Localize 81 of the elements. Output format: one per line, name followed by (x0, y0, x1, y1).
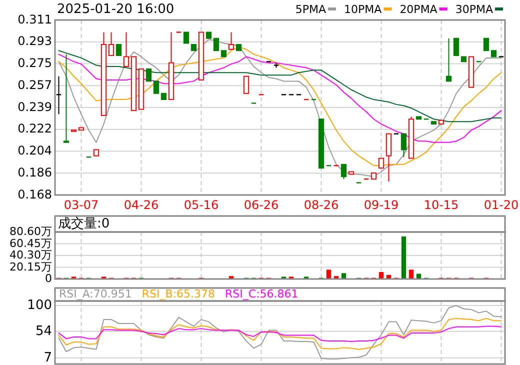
candlestick (460, 56, 467, 62)
candlestick (400, 133, 407, 158)
candlestick (168, 32, 174, 100)
y-tick-label: 0.186 (18, 165, 52, 180)
candlestick (93, 149, 100, 156)
bar (341, 273, 346, 279)
bar (326, 270, 332, 279)
x-tick-label: 01-20 (484, 198, 519, 212)
bar (401, 236, 406, 279)
x-tick-label: 08-26 (304, 198, 339, 212)
y-tick-label: 0.257 (18, 78, 52, 92)
x-tick-label: 03-07 (64, 198, 99, 212)
candlestick (243, 76, 250, 94)
legend-label: 10PMA (344, 3, 382, 16)
candlestick (78, 127, 84, 131)
y-tick-label: 0.311 (18, 12, 52, 26)
chart-title: 成交量:0 (58, 216, 110, 232)
x-tick-label: 09-19 (364, 198, 399, 212)
candlestick (116, 44, 122, 56)
candlestick (453, 38, 460, 56)
candlestick (236, 44, 242, 52)
text: RSI_C:56.861 (225, 288, 298, 301)
candlestick (348, 171, 354, 175)
candlestick (183, 32, 190, 44)
line-series (58, 318, 502, 350)
y-tick-label: 20.15万 (10, 260, 52, 274)
y-tick-label: 80.60万 (10, 225, 52, 238)
x-tick-label: 04-26 (124, 198, 159, 212)
candlestick (468, 56, 474, 88)
y-tick-label: 0.204 (18, 144, 52, 158)
candlestick (108, 32, 114, 56)
candlestick (160, 92, 167, 100)
legend-label: 20PMA (400, 3, 438, 16)
candlestick (130, 56, 137, 112)
candlestick (416, 116, 422, 120)
candlestick (153, 80, 160, 94)
candlestick (63, 54, 70, 143)
x-tick-label: 06-26 (244, 198, 279, 212)
candlestick (220, 50, 227, 58)
chart-title: 2025-01-20 16:00 (57, 2, 174, 17)
y-tick-label: 40.30万 (10, 248, 52, 262)
bar (378, 272, 384, 279)
candlestick (190, 44, 197, 52)
candlestick (138, 68, 144, 110)
y-tick-label: 0.293 (18, 34, 52, 48)
candlestick (446, 38, 452, 82)
candlestick (318, 118, 324, 169)
y-tick-label: 100 (27, 298, 52, 314)
legend-label: 30PMA (455, 3, 494, 16)
y-tick-label: 0.168 (18, 187, 52, 202)
candlestick (438, 120, 444, 125)
bar (408, 270, 414, 279)
candlestick (100, 32, 107, 116)
candlestick (56, 76, 62, 115)
text: RSI_B:65.378 (142, 288, 216, 301)
candlestick (370, 172, 377, 180)
line-series (58, 326, 502, 342)
y-tick-label: 60.45万 (10, 236, 52, 250)
x-tick-label: 05-16 (184, 198, 219, 212)
candlestick (490, 50, 497, 58)
line-series (58, 305, 502, 360)
candlestick (386, 133, 392, 182)
candlestick (378, 158, 384, 169)
y-tick-label: 0 (45, 272, 52, 286)
y-tick-label: 54 (35, 324, 52, 339)
candlestick (213, 38, 220, 52)
y-tick-label: 0.239 (18, 100, 52, 114)
y-tick-label: 0.222 (18, 122, 52, 136)
candlestick (123, 32, 130, 68)
line-series (58, 50, 502, 122)
candlestick (430, 121, 437, 125)
candlestick (146, 68, 152, 82)
text: RSI_A:70.951 (59, 288, 132, 301)
y-tick-label: 0.275 (18, 56, 52, 70)
x-tick-label: 10-15 (424, 198, 459, 212)
candlestick (206, 32, 212, 39)
candlestick (483, 38, 490, 52)
legend-label: 5PMA (295, 3, 326, 16)
candlestick (198, 32, 204, 80)
candlestick (228, 32, 234, 50)
y-tick-label: 7 (44, 350, 52, 365)
